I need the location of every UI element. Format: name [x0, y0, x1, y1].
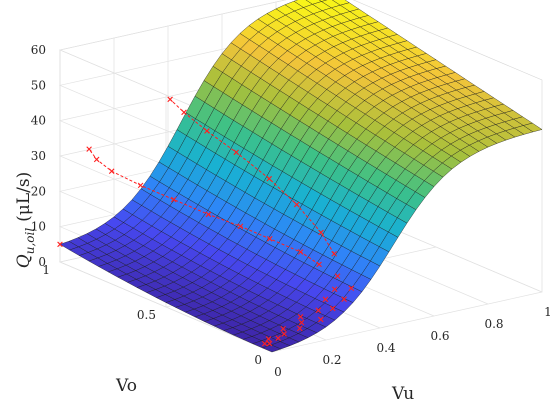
series-point [331, 286, 338, 293]
series-point [297, 314, 304, 320]
point-stroke [281, 331, 287, 337]
series-point [329, 305, 336, 312]
point-stroke [204, 128, 210, 134]
series-point [348, 285, 355, 291]
point-stroke [315, 307, 322, 314]
point-stroke [275, 335, 281, 341]
scatter-series [57, 96, 355, 347]
point-stroke [86, 146, 92, 152]
surface-patch [522, 122, 543, 133]
point-stroke [331, 286, 338, 293]
series-trajectory [88, 148, 320, 265]
point-stroke [170, 196, 177, 203]
series-point [322, 296, 329, 303]
y-tick-label: 0.5 [137, 308, 156, 322]
point-stroke [334, 273, 341, 279]
point-stroke [280, 325, 286, 332]
point-stroke [322, 296, 329, 303]
surface [59, 0, 543, 353]
x-tick-label: 0 [274, 365, 282, 379]
point-stroke [341, 296, 347, 302]
point-stroke [266, 340, 273, 347]
series-point [298, 319, 305, 326]
point-stroke [329, 305, 336, 312]
series-point [57, 241, 63, 248]
z-axis-label-sub: u,oil [23, 228, 37, 255]
z-tick-label: 20 [31, 184, 46, 198]
point-stroke [57, 241, 63, 248]
point-stroke [296, 325, 303, 332]
series-point [341, 296, 347, 302]
x-axis-label: Vu [391, 384, 414, 404]
z-axis-label-unit: (μL/s) [14, 172, 34, 222]
series-point [265, 336, 272, 342]
series-point [334, 273, 341, 279]
point-stroke [348, 285, 355, 291]
y-axis-label: Vo [115, 376, 137, 396]
x-tick-label: 0.2 [322, 353, 341, 367]
point-stroke [266, 175, 272, 182]
x-tick-label: 0.8 [484, 317, 503, 331]
point-stroke [318, 316, 324, 323]
z-tick-label: 60 [31, 43, 46, 57]
point-stroke [167, 96, 173, 103]
z-tick-label: 30 [31, 149, 46, 163]
series-point [296, 325, 303, 332]
series-point [170, 196, 177, 203]
series-trajectory [169, 98, 335, 255]
y-tick-label: 1 [42, 263, 50, 277]
point-stroke [298, 319, 305, 326]
x-tick-label: 0.4 [376, 341, 395, 355]
z-tick-label: 0 [38, 255, 46, 269]
series-point [167, 96, 173, 103]
x-tick-label: 1 [544, 305, 550, 319]
z-tick-label: 50 [31, 78, 46, 92]
point-stroke [297, 314, 304, 320]
z-tick-label: 10 [31, 220, 46, 234]
z-axis-label: Qu,oil (μL/s) [14, 172, 37, 268]
x-tick-label: 0.6 [430, 329, 449, 343]
series-point [281, 331, 287, 337]
series-point [275, 335, 281, 341]
series-point [266, 340, 273, 347]
series-point [315, 307, 322, 314]
y-tick-label: 0 [254, 353, 262, 367]
series-point [261, 340, 268, 347]
z-tick-label: 40 [31, 114, 46, 128]
series-point [318, 316, 324, 323]
z-axis-label-main: Q [14, 254, 34, 268]
series-point [280, 325, 286, 332]
point-stroke [261, 340, 268, 347]
point-stroke [265, 336, 272, 342]
